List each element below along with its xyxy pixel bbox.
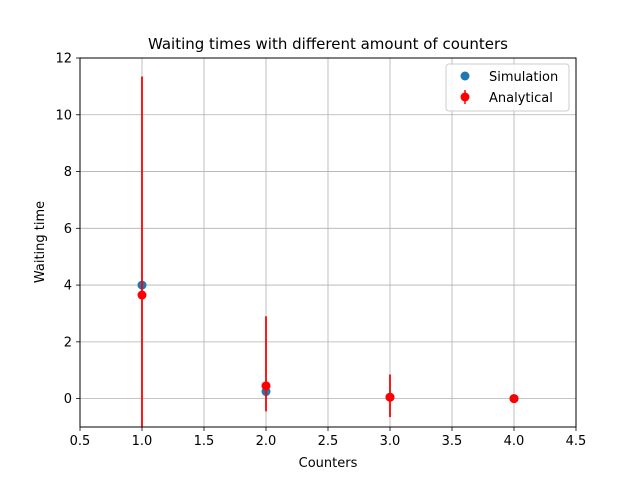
legend-marker-analytical [460,92,470,102]
y-tick-label: 4 [64,279,72,294]
grid-lines [79,57,577,427]
analytical-point [261,381,271,391]
x-tick-label: 1.5 [194,434,215,449]
y-tick-label: 8 [64,165,72,180]
legend: Simulation Analytical [445,63,570,112]
chart-title: Waiting times with different amount of c… [148,35,508,53]
legend-box [445,63,570,112]
x-tick-label: 4.0 [504,434,525,449]
x-tick-label: 3.0 [380,434,401,449]
y-tick-label: 10 [55,108,72,123]
analytical-point [137,290,147,300]
x-axis-label: Counters [299,456,358,471]
y-axis-label: Waiting time [33,201,48,283]
x-tick-label: 3.5 [442,434,463,449]
analytical-point [509,394,519,404]
x-tick-label: 1.0 [132,434,153,449]
plot-frame [79,57,577,428]
x-axis-ticks: 0.5 1.0 1.5 2.0 2.5 3.0 3.5 4.0 4.5 [70,427,587,449]
y-tick-label: 6 [64,222,72,237]
y-tick-label: 2 [64,335,72,350]
x-tick-label: 0.5 [70,434,91,449]
data-marks [137,76,519,427]
y-tick-label: 0 [64,392,72,407]
legend-marker-simulation [460,71,470,81]
x-tick-label: 2.0 [256,434,277,449]
legend-label-simulation: Simulation [489,70,558,85]
y-axis-ticks: 0 2 4 6 8 10 12 [55,52,80,407]
legend-label-analytical: Analytical [489,91,553,106]
x-tick-label: 4.5 [566,434,587,449]
x-tick-label: 2.5 [318,434,339,449]
analytical-point [385,392,395,402]
y-tick-label: 12 [55,52,72,67]
